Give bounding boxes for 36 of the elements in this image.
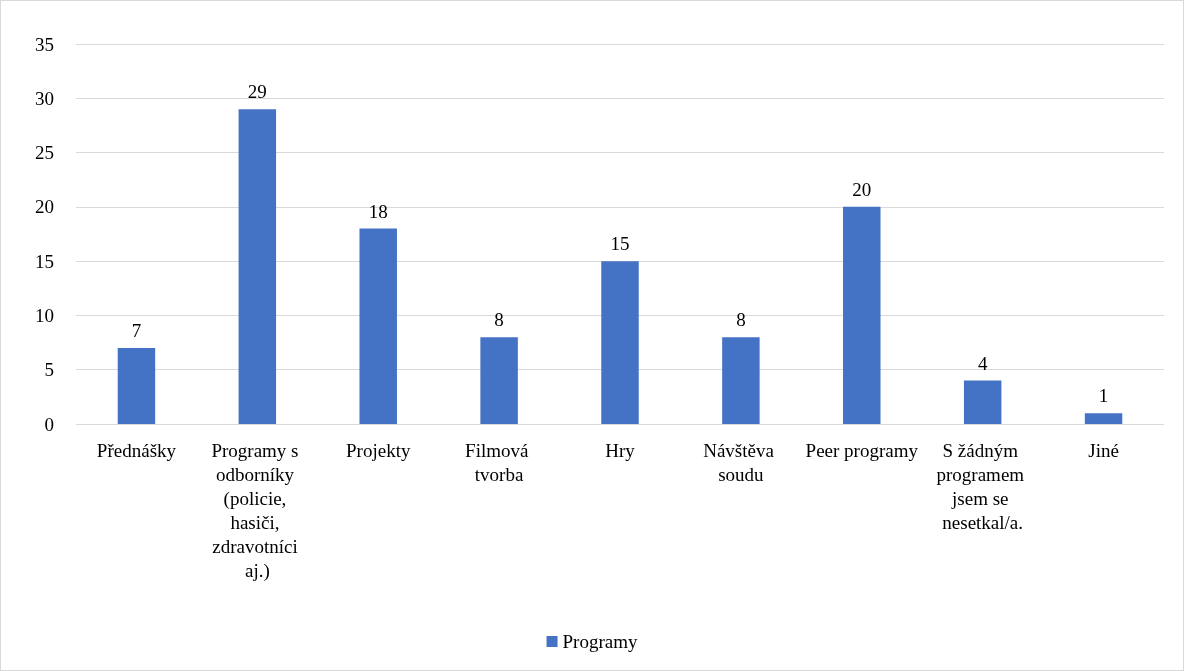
bar <box>238 109 277 424</box>
y-tick-label: 35 <box>35 33 54 55</box>
y-tick-label: 0 <box>44 413 54 435</box>
data-label: 7 <box>131 320 142 341</box>
bar <box>963 380 1002 424</box>
y-tick-label: 5 <box>44 359 54 381</box>
bar <box>722 337 760 424</box>
bar <box>359 228 397 424</box>
x-tick-label: Jiné <box>1088 439 1119 461</box>
data-label: 4 <box>977 352 988 374</box>
y-tick-label: 10 <box>35 304 54 326</box>
data-label: 29 <box>247 81 267 103</box>
y-tick-label: 30 <box>35 87 54 109</box>
legend-label: Programy <box>562 631 638 652</box>
y-tick-label: 20 <box>35 196 54 218</box>
data-label: 15 <box>610 233 630 255</box>
y-tick-label: 25 <box>35 142 54 164</box>
bar <box>480 337 518 424</box>
bar <box>117 348 156 424</box>
data-label: 1 <box>1098 385 1109 407</box>
y-tick-label: 15 <box>35 250 54 272</box>
data-label: 8 <box>494 309 504 331</box>
x-tick-label: Návštěva soudu <box>703 439 779 485</box>
x-tick-label: Filmová tvorba <box>465 439 534 485</box>
bar <box>1084 413 1123 424</box>
x-tick-label: Hry <box>605 439 636 461</box>
data-label: 18 <box>368 200 388 222</box>
x-tick-label: Projekty <box>346 439 411 461</box>
bar <box>843 206 881 424</box>
x-tick-label: Přednášky <box>96 439 177 461</box>
x-tick-label: Programy s odborníky (policie, hasiči, zdravotníci aj.) <box>211 439 304 582</box>
data-label: 20 <box>852 178 872 200</box>
x-tick-label: Peer programy <box>805 439 919 461</box>
bar <box>601 261 639 424</box>
data-label: 8 <box>736 309 746 331</box>
x-tick-label: S žádným programem jsem se nesetkal/a. <box>936 439 1029 533</box>
